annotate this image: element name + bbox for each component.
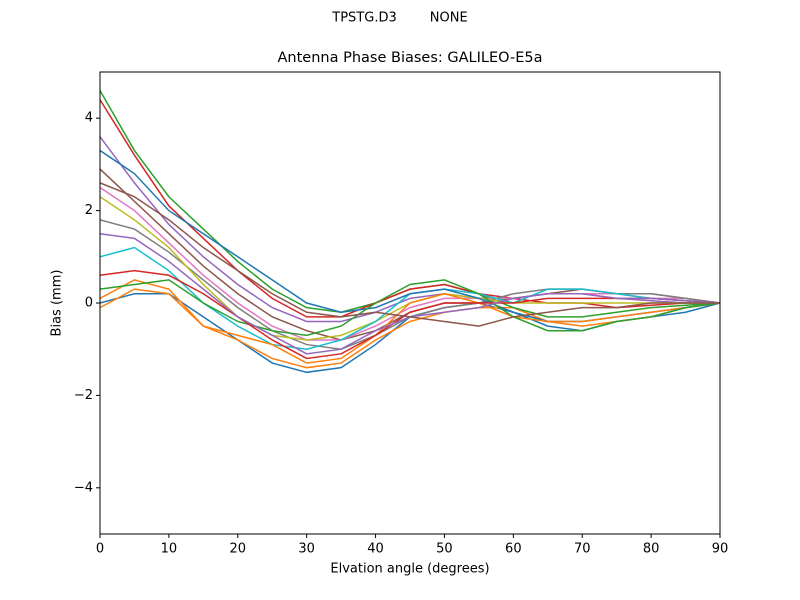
x-tick-label: 0 xyxy=(96,542,104,557)
series-line xyxy=(99,182,720,327)
x-tick-label: 50 xyxy=(436,542,453,557)
x-tick-label: 40 xyxy=(367,542,384,557)
x-tick-label: 70 xyxy=(574,542,591,557)
x-tick-label: 60 xyxy=(505,542,522,557)
y-tick-label: 4 xyxy=(85,111,93,126)
y-tick-label: −2 xyxy=(74,388,93,403)
y-tick-label: −4 xyxy=(74,480,93,495)
x-tick-label: 80 xyxy=(643,542,660,557)
series-line xyxy=(99,288,721,364)
y-axis-label: Bias (mm) xyxy=(50,270,65,337)
chart-title: Antenna Phase Biases: GALILEO-E5a xyxy=(278,50,543,66)
x-tick-label: 10 xyxy=(161,542,178,557)
y-tick-label: 0 xyxy=(85,296,93,311)
series-line xyxy=(99,90,721,318)
x-tick-label: 30 xyxy=(298,542,315,557)
chart-suptitle: TPSTG.D3 NONE xyxy=(331,11,467,26)
x-tick-label: 20 xyxy=(230,542,247,557)
series-line xyxy=(99,196,720,341)
x-tick-label: 90 xyxy=(712,542,729,557)
series-line xyxy=(99,279,721,337)
y-tick-label: 2 xyxy=(85,203,93,218)
x-axis-label: Elvation angle (degrees) xyxy=(330,562,489,577)
plot-area xyxy=(99,90,721,374)
